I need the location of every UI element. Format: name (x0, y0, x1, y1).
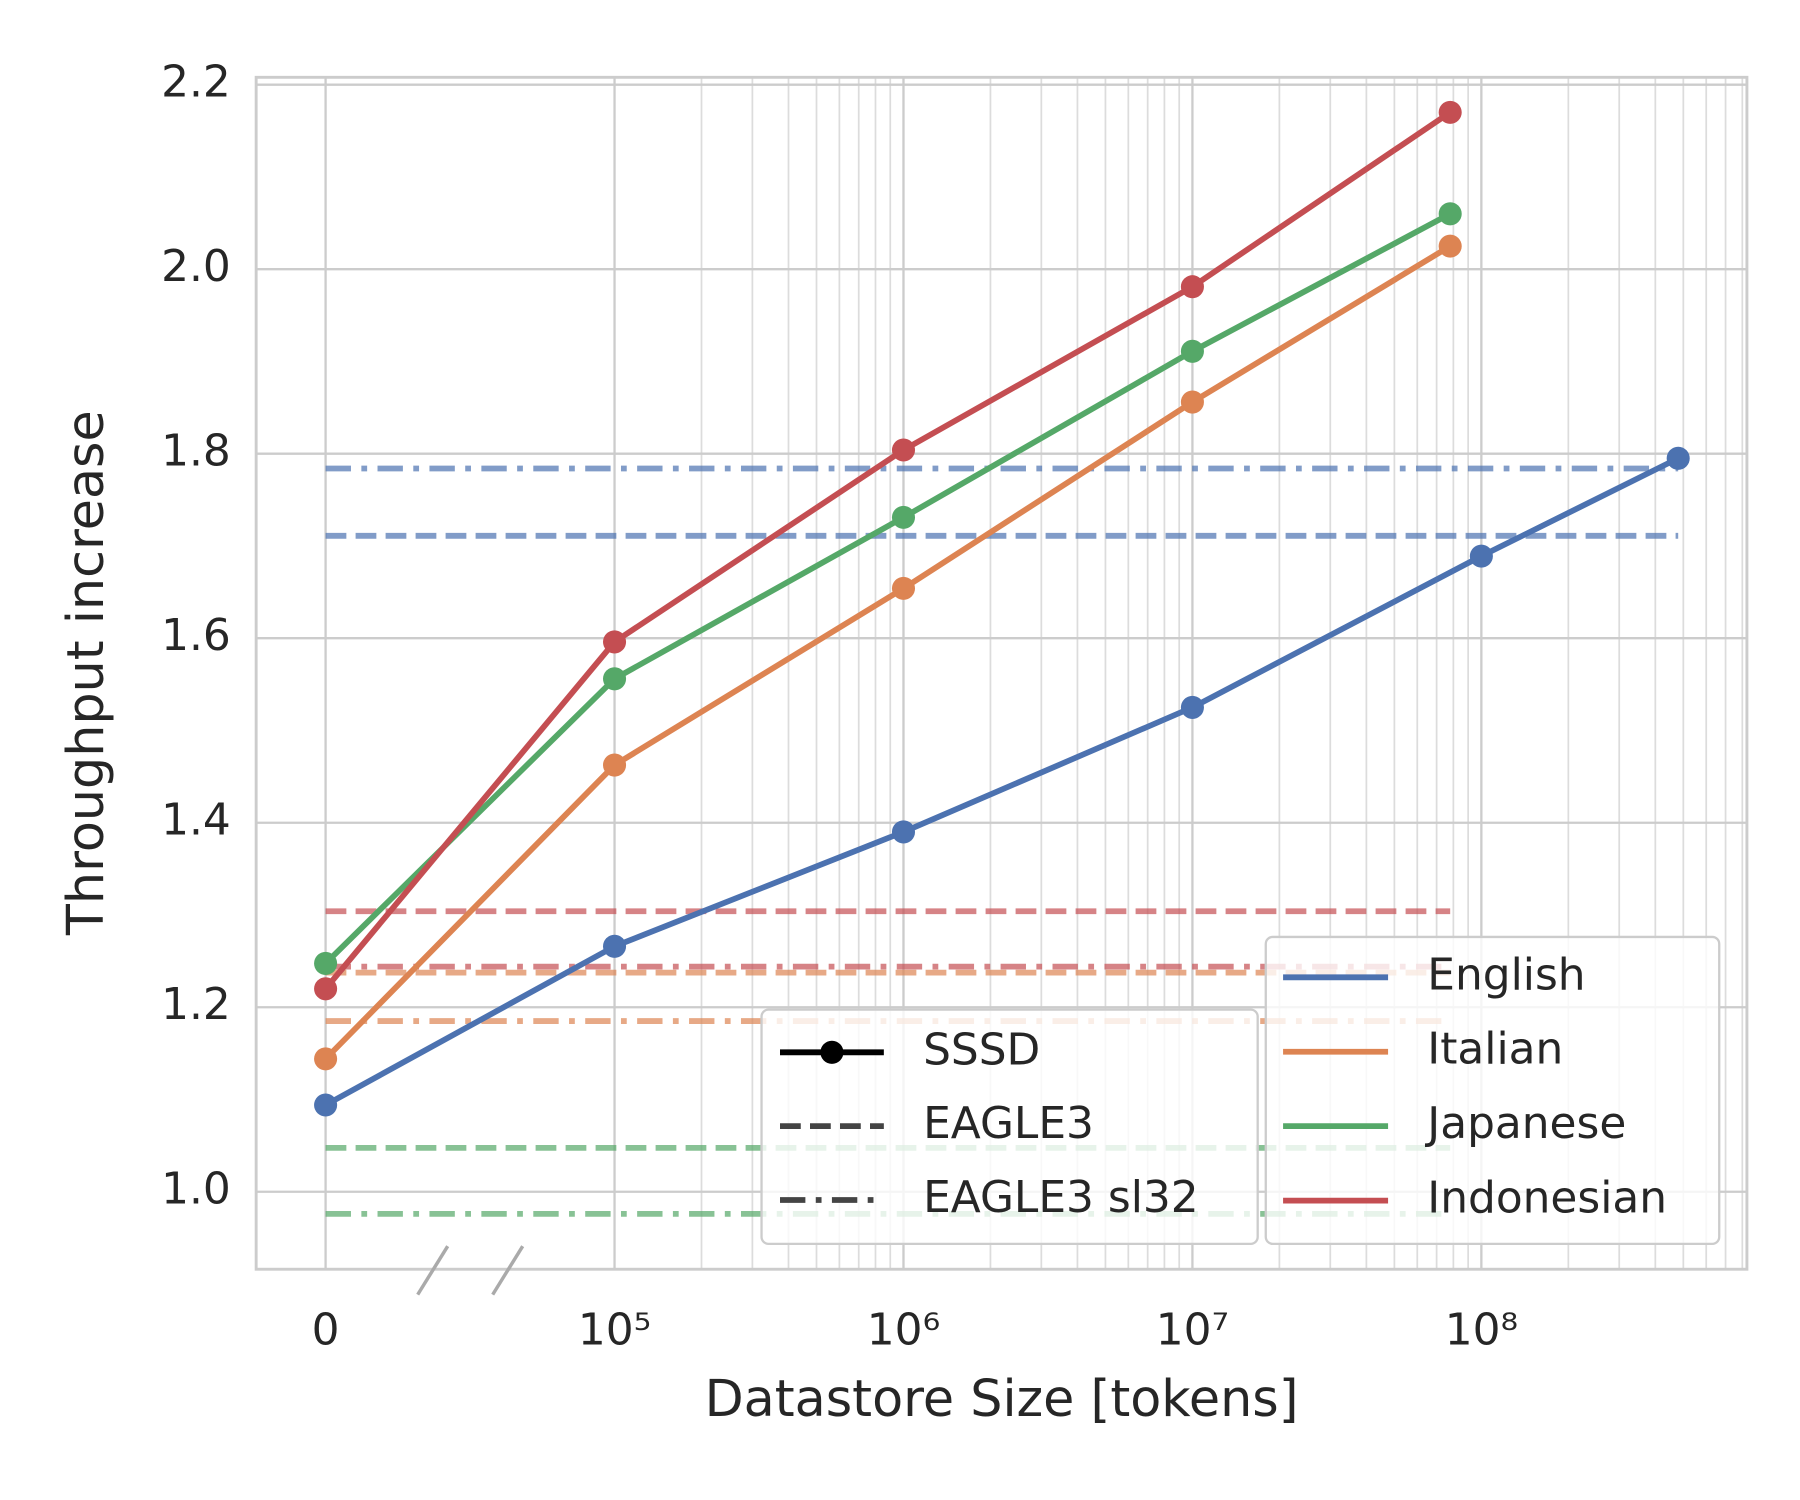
data-point (602, 630, 627, 654)
data-point (891, 576, 916, 600)
data-point (314, 1047, 338, 1071)
data-point (1180, 339, 1204, 363)
legend-label: English (1427, 949, 1585, 1000)
legend-label: SSSD (923, 1024, 1040, 1075)
x-tick-label: 10⁸ (1445, 1305, 1518, 1356)
x-tick-label: 10⁵ (578, 1305, 651, 1356)
y-tick-label: 1.6 (161, 610, 231, 661)
y-tick-label: 1.2 (161, 979, 231, 1030)
legend-box (1264, 935, 1721, 1245)
data-point (1438, 234, 1462, 258)
legend-box (760, 1008, 1259, 1245)
data-point (1180, 275, 1204, 299)
axis-break (491, 1245, 525, 1296)
x-axis-label: Datastore Size [tokens] (705, 1369, 1299, 1428)
y-axis-label: Throughput increase (56, 410, 115, 936)
data-point (891, 505, 916, 529)
y-tick-label: 1.8 (161, 426, 231, 477)
data-point (1180, 695, 1204, 719)
data-point (314, 1093, 338, 1117)
data-point (1469, 544, 1493, 568)
data-point (314, 951, 338, 975)
y-tick-label: 1.4 (161, 795, 231, 846)
data-point (602, 667, 627, 691)
x-tick-label: 0 (312, 1305, 340, 1356)
data-point (1438, 100, 1462, 124)
plot-frame (254, 75, 1749, 1271)
y-tick-label: 2.0 (161, 241, 231, 292)
x-tick-label: 10⁶ (867, 1305, 940, 1356)
data-point (1180, 390, 1204, 414)
data-point (891, 438, 916, 462)
data-point (1666, 446, 1690, 470)
series-line (323, 211, 1452, 966)
data-point (1438, 202, 1462, 226)
legend-label: Indonesian (1427, 1173, 1667, 1224)
legend-label: Japanese (1424, 1098, 1626, 1149)
data-point (891, 820, 916, 844)
legend-marker (820, 1040, 844, 1064)
series-line (324, 455, 1680, 1108)
series-line (323, 109, 1452, 991)
y-tick-label: 1.0 (161, 1164, 231, 1215)
x-tick-label: 10⁷ (1156, 1305, 1229, 1356)
data-point (602, 934, 627, 958)
legend-label: Italian (1427, 1024, 1563, 1075)
y-tick-label: 2.2 (161, 57, 231, 108)
data-point (314, 977, 338, 1001)
axis-break (416, 1245, 450, 1296)
legend-label: EAGLE3 (923, 1098, 1094, 1149)
legend-label: EAGLE3 sl32 (923, 1172, 1199, 1223)
data-point (602, 753, 627, 777)
